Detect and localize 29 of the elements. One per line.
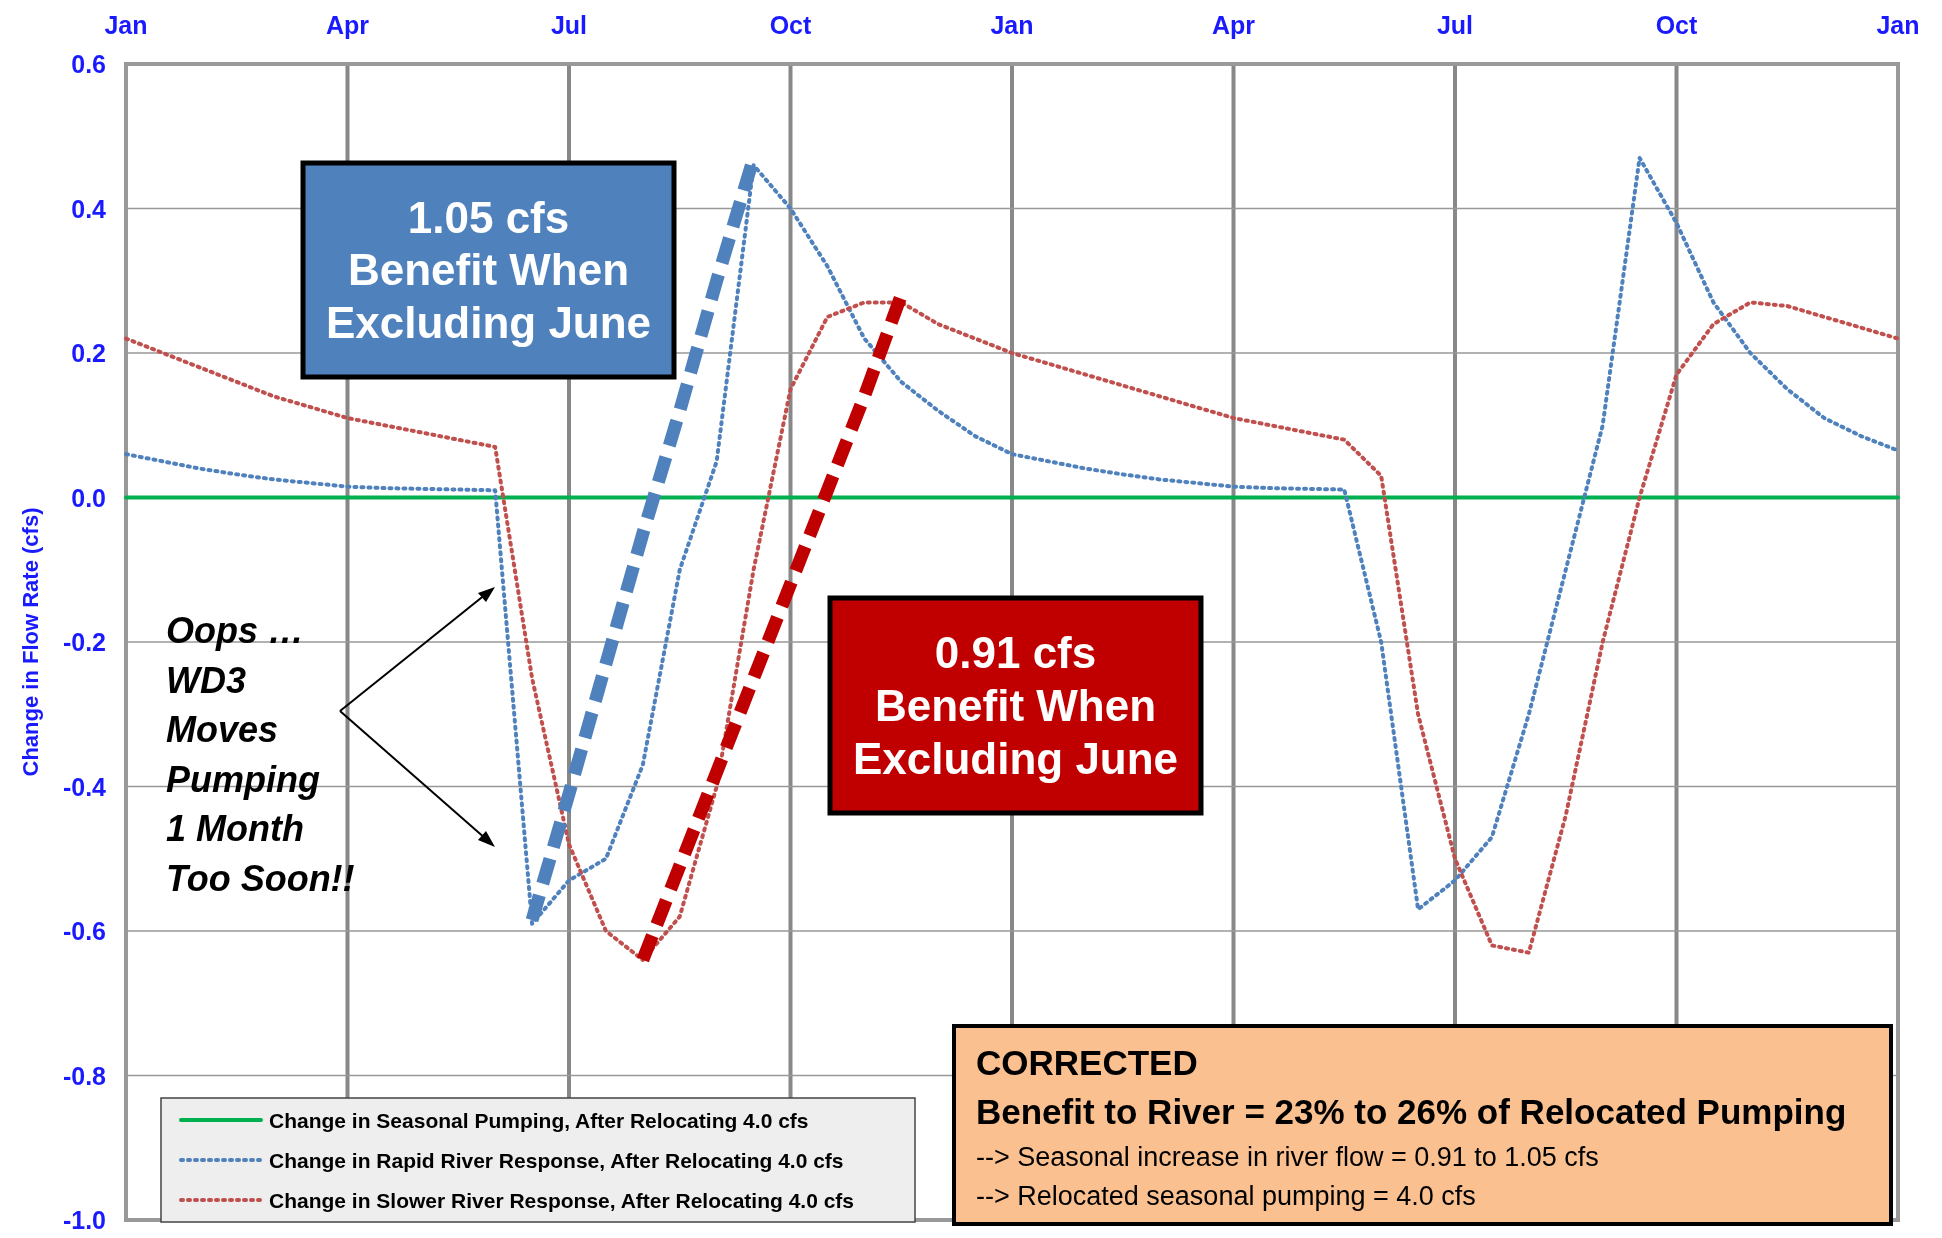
y-tick-label: 0.0 [71,483,106,512]
y-tick-label: 0.2 [71,339,106,367]
y-tick-label: -0.6 [62,917,106,945]
annotation: CORRECTED [976,1043,1198,1082]
x-tick-label: Apr [325,11,370,39]
annotation: 1.05 cfs Benefit When Excluding June [325,192,652,348]
x-tick-label: Oct [769,11,813,39]
y-tick-label: -1.0 [62,1206,106,1234]
y-tick-label: 0.4 [71,194,107,223]
legend-label: Change in Slower River Response, After Relocating 4.0 cfs [269,1189,855,1212]
legend-label: Change in Seasonal Pumping, After Relocating 4.0 cfs [269,1109,809,1132]
y-tick-label: -0.8 [62,1061,107,1090]
x-tick-label: Jul [1436,11,1474,39]
y-tick-label: -0.4 [62,772,107,801]
x-tick-label: Jan [104,11,148,39]
annotation: 0.91 cfs Benefit When Excluding June [852,628,1179,783]
annotation: Oops … WD3 Moves Pumping 1 Month Too Soon!! [166,610,355,899]
x-tick-label: Apr [1211,11,1256,39]
legend-label: Change in Rapid River Response, After Relocating 4.0 cfs [269,1149,844,1172]
x-tick-label: Jan [990,11,1034,39]
x-tick-label: Jan [1876,11,1920,39]
x-tick-label: Jul [550,11,588,39]
y-tick-label: -0.2 [62,628,106,656]
annotation: Benefit to River = 23% to 26% of Relocated Pumping [976,1092,1847,1131]
y-tick-label: 0.6 [71,50,106,78]
annotation: --> Seasonal increase in river flow = 0.91 to 1.05 cfs [976,1142,1599,1172]
annotation: --> Relocated seasonal pumping = 4.0 cfs [976,1181,1476,1211]
x-tick-label: Oct [1655,11,1699,39]
y-axis-title: Change in Flow Rate (cfs) [18,507,43,777]
